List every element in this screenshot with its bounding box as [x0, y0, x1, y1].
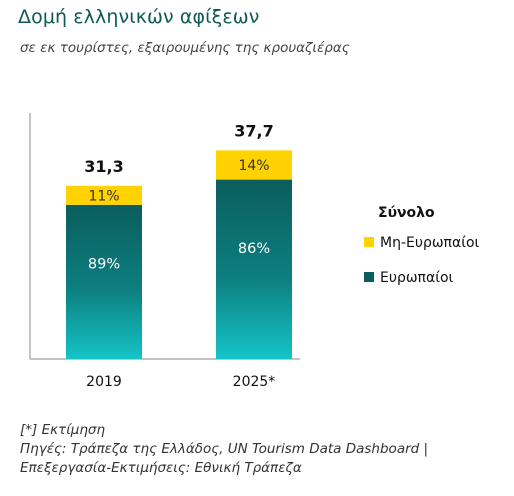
source-note-line2: Επεξεργασία-Εκτιμήσεις: Εθνική Τράπεζα [20, 460, 302, 476]
stacked-bar-chart: 89% 11% 31,3 2019 86% 14% 37,7 2025* Σύνολο Μη-Ε… [29, 113, 480, 390]
chart-title: Δομή ελληνικών αφίξεων [18, 6, 260, 28]
data-label-non-european-0: 11% [88, 188, 119, 204]
data-label-european-0: 89% [88, 256, 120, 272]
total-label-1: 37,7 [234, 121, 273, 140]
chart-subtitle: σε εκ τουρίστες, εξαιρουμένης της κρουαζ… [20, 40, 350, 56]
legend-label-non-european: Μη-Ευρωπαίοι [380, 235, 480, 251]
plot-area: 89% 11% 31,3 2019 86% 14% 37,7 2025* [29, 113, 300, 390]
data-label-non-european-1: 14% [238, 158, 269, 174]
data-label-european-1: 86% [238, 241, 270, 257]
estimate-note: [*] Εκτίμηση [20, 422, 106, 438]
x-tick-label-1: 2025* [233, 374, 276, 390]
footnotes: [*] Εκτίμηση Πηγές: Τράπεζα της Ελλάδος,… [20, 421, 510, 478]
source-note-line1: Πηγές: Τράπεζα της Ελλάδος, UN Tourism D… [20, 441, 429, 457]
bar-non-european-0 [66, 185, 142, 205]
bar-european-1 [216, 179, 292, 359]
total-label-0: 31,3 [84, 157, 123, 176]
chart-legend: Σύνολο Μη-Ευρωπαίοι Ευρωπαίοι [364, 205, 480, 286]
legend-label-european: Ευρωπαίοι [380, 270, 454, 286]
legend-swatch-non-european [364, 237, 374, 247]
x-tick-label-0: 2019 [86, 374, 122, 390]
bar-non-european-1 [216, 150, 292, 180]
bar-european-0 [66, 204, 142, 359]
legend-swatch-european [364, 272, 374, 282]
legend-title: Σύνολο [378, 205, 435, 221]
